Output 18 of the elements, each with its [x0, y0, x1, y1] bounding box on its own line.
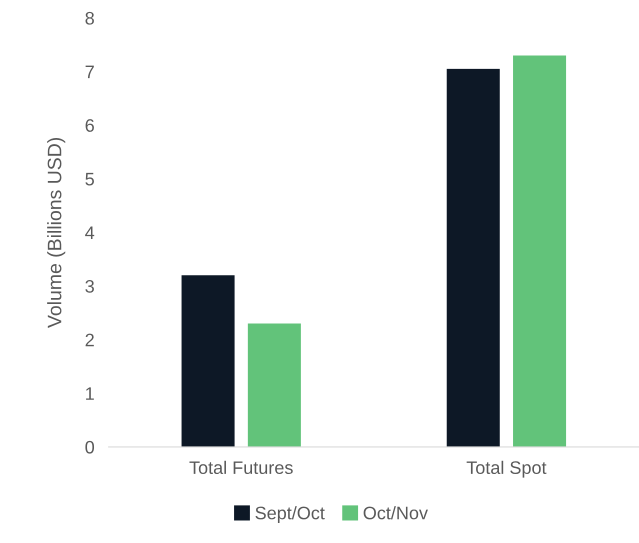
y-tick-label: 1 [86, 387, 94, 400]
x-tick-label: Total Futures [189, 460, 293, 474]
y-tick-label: 7 [86, 66, 94, 78]
bar [446, 68, 500, 447]
y-tick-label: 5 [85, 172, 94, 186]
y-tick-label: 3 [85, 280, 94, 293]
y-tick-label: 8 [85, 12, 94, 25]
bar [248, 324, 301, 447]
y-axis-title: Volume (Billions USD) [47, 138, 66, 328]
bar [182, 275, 235, 447]
legend-label: Oct/Nov [364, 506, 428, 520]
y-tick-label: 6 [86, 119, 94, 132]
legend-label: Sept/Oct [255, 506, 325, 523]
y-tick-label: 2 [86, 334, 94, 346]
x-tick-label: Total Spot [466, 460, 546, 478]
y-tick-label: 0 [85, 440, 94, 454]
y-tick-label: 4 [85, 226, 94, 239]
bar [513, 55, 566, 447]
